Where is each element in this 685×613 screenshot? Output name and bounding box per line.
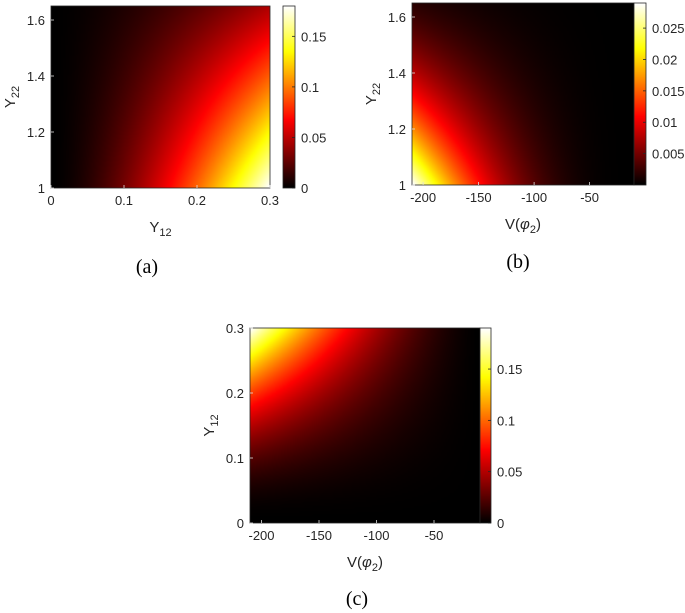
y-tick-label: 1.4 [27,69,45,84]
colorbar-gradient [634,3,646,185]
colorbar-tick-label: 0.05 [301,130,326,145]
x-tick-label: 0.2 [188,193,206,208]
axis-label-main: Y [2,98,19,108]
x-tick-label: -200 [248,528,274,543]
heatmap-image [250,328,480,523]
axis-label-subscript: 12 [209,414,221,426]
x-axis-label: V(φ2) [505,216,541,236]
x-tick-label: 0.3 [261,193,279,208]
colorbar-tick-label: 0.015 [652,84,685,99]
x-tick-label: -50 [425,528,444,543]
axis-label-main: Y [363,95,380,105]
colorbar-tick-label: 0.02 [652,52,677,67]
axis-label-subscript: 22 [371,83,383,95]
y-tick-label: 0.2 [226,386,244,401]
axis-label-main: V( [505,216,520,233]
y-tick-label: 1 [38,181,45,196]
y-axis-label: Y12 [201,414,221,436]
colorbar-tick-label: 0 [301,181,308,196]
colorbar-tick-label: 0.15 [301,29,326,44]
colorbar-tick-label: 0.025 [652,21,685,36]
axis-label-main: V( [347,554,362,571]
x-tick-label: -150 [306,528,332,543]
axis-label-subscript: 2 [372,562,378,574]
colorbar-gradient [283,6,295,188]
y-axis-label: Y22 [363,83,383,105]
colorbar-tick-label: 0 [497,516,504,531]
colorbar-gradient [480,328,491,523]
y-tick-label: 1.4 [388,66,406,81]
colorbar-tick-label: 0.005 [652,147,685,162]
y-tick-label: 1.6 [27,13,45,28]
colorbar-frame [633,2,647,186]
y-axis-label: Y22 [2,86,22,108]
y-tick-label: 0 [237,516,244,531]
x-tick-label: -100 [521,190,547,205]
colorbar-tick-label: 0.15 [497,362,522,377]
panel-caption: (b) [506,251,529,273]
x-tick-label: -50 [580,190,599,205]
panel-caption: (a) [136,256,158,278]
plot-frame [50,5,271,189]
y-tick-label: 1.2 [27,125,45,140]
x-tick-label: 0 [47,193,54,208]
panel-caption: (c) [346,588,368,610]
axis-label-symbol: φ [520,216,530,233]
colorbar-frame [282,5,296,189]
axis-label-subscript: 2 [530,224,536,236]
y-tick-label: 0.1 [226,451,244,466]
x-axis-label: Y12 [149,219,171,239]
x-tick-label: 0.1 [115,193,133,208]
colorbar-tick-label: 0.05 [497,465,522,480]
axis-label-close: ) [378,554,383,571]
x-tick-label: -200 [410,190,436,205]
colorbar-tick-label: 0.01 [652,115,677,130]
x-tick-label: -150 [466,190,492,205]
y-tick-label: 0.3 [226,321,244,336]
axis-label-main: Y [201,427,218,437]
heatmap-image [412,3,634,185]
colorbar-tick-label: 0.1 [301,80,319,95]
x-axis-label: V(φ2) [347,554,383,574]
axis-label-close: ) [536,216,541,233]
panel-c: -200 -150 -100 -50 0 0.1 0.2 0.3 V(φ2) Y12 0 0.05 0.… [201,321,522,610]
y-tick-label: 1.6 [388,10,406,25]
axis-label-subscript: 22 [10,86,22,98]
y-tick-label: 1.2 [388,122,406,137]
colorbar-tick-label: 0.1 [497,413,515,428]
axis-label-subscript: 12 [159,227,171,239]
colorbar-frame [479,327,492,524]
axis-label-main: Y [149,219,159,236]
panel-a: 0 0.1 0.2 0.311.21.41.6Y12Y2200.050.10.15(a… [2,5,326,278]
axis-label-symbol: φ [362,554,372,571]
y-tick-label: 1 [399,178,406,193]
x-tick-label: -100 [363,528,389,543]
panel-b: -200 -150 -100 -50 1 1.2 1.4 1.6 V(φ2) Y22 0.005 0.… [363,2,685,273]
heatmap-image [51,6,270,188]
